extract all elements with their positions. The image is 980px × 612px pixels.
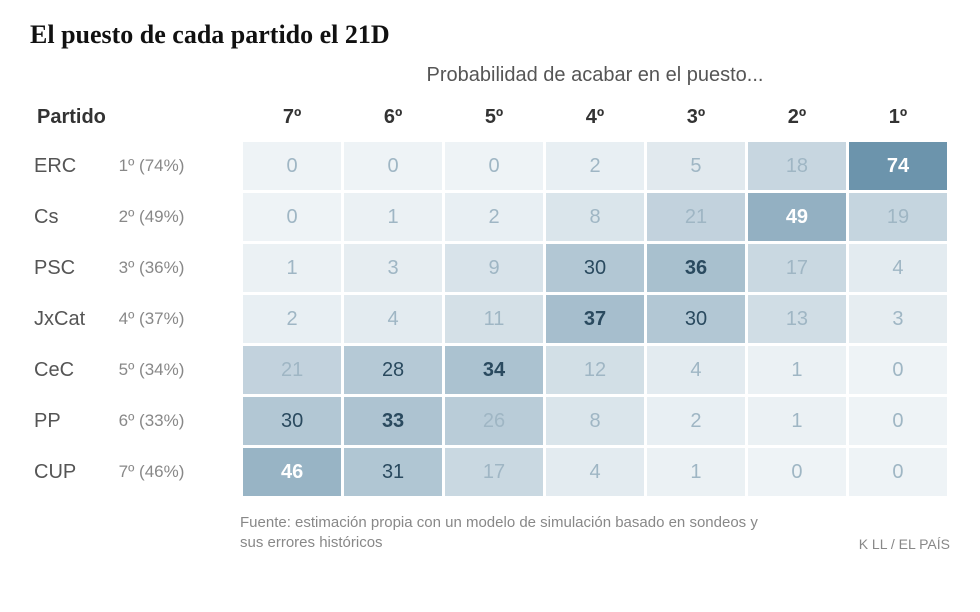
heatmap-cell: 1 bbox=[748, 346, 846, 394]
header-col-3: 5º bbox=[445, 100, 543, 139]
heatmap-cell: 8 bbox=[546, 193, 644, 241]
heatmap-cell: 21 bbox=[647, 193, 745, 241]
heatmap-cell: 9 bbox=[445, 244, 543, 292]
header-col-1: 7º bbox=[243, 100, 341, 139]
heatmap-cell: 30 bbox=[243, 397, 341, 445]
heatmap-cell: 2 bbox=[647, 397, 745, 445]
header-partido: Partido bbox=[33, 100, 240, 139]
heatmap-cell: 11 bbox=[445, 295, 543, 343]
heatmap-cell: 12 bbox=[546, 346, 644, 394]
heatmap-cell: 3 bbox=[344, 244, 442, 292]
heatmap-table: Partido 7º6º5º4º3º2º1º ERC1º (74%)000251… bbox=[30, 97, 950, 499]
table-row: CeC5º (34%)21283412410 bbox=[33, 346, 947, 394]
heatmap-cell: 2 bbox=[243, 295, 341, 343]
heatmap-cell: 33 bbox=[344, 397, 442, 445]
heatmap-cell: 0 bbox=[445, 142, 543, 190]
heatmap-cell: 4 bbox=[546, 448, 644, 496]
heatmap-cell: 0 bbox=[243, 193, 341, 241]
table-row: JxCat4º (37%)24113730133 bbox=[33, 295, 947, 343]
heatmap-cell: 46 bbox=[243, 448, 341, 496]
party-summary: 3º (36%) bbox=[118, 244, 240, 292]
heatmap-cell: 4 bbox=[647, 346, 745, 394]
header-col-4: 4º bbox=[546, 100, 644, 139]
heatmap-cell: 36 bbox=[647, 244, 745, 292]
heatmap-cell: 18 bbox=[748, 142, 846, 190]
table-row: PP6º (33%)3033268210 bbox=[33, 397, 947, 445]
credit: K LL / EL PAÍS bbox=[859, 536, 950, 552]
table-row: Cs2º (49%)0128214919 bbox=[33, 193, 947, 241]
chart-title: El puesto de cada partido el 21D bbox=[30, 20, 950, 50]
party-name: CeC bbox=[33, 346, 115, 394]
heatmap-cell: 30 bbox=[546, 244, 644, 292]
header-col-7: 1º bbox=[849, 100, 947, 139]
party-name: Cs bbox=[33, 193, 115, 241]
table-row: CUP7º (46%)4631174100 bbox=[33, 448, 947, 496]
heatmap-cell: 17 bbox=[445, 448, 543, 496]
party-name: JxCat bbox=[33, 295, 115, 343]
chart-subtitle: Probabilidad de acabar en el puesto... bbox=[240, 64, 950, 87]
table-row: PSC3º (36%)1393036174 bbox=[33, 244, 947, 292]
party-name: CUP bbox=[33, 448, 115, 496]
heatmap-cell: 4 bbox=[344, 295, 442, 343]
party-summary: 2º (49%) bbox=[118, 193, 240, 241]
heatmap-cell: 13 bbox=[748, 295, 846, 343]
heatmap-cell: 74 bbox=[849, 142, 947, 190]
heatmap-cell: 31 bbox=[344, 448, 442, 496]
heatmap-cell: 37 bbox=[546, 295, 644, 343]
party-name: ERC bbox=[33, 142, 115, 190]
header-col-6: 2º bbox=[748, 100, 846, 139]
heatmap-cell: 19 bbox=[849, 193, 947, 241]
party-summary: 4º (37%) bbox=[118, 295, 240, 343]
heatmap-cell: 2 bbox=[546, 142, 644, 190]
party-summary: 7º (46%) bbox=[118, 448, 240, 496]
party-name: PP bbox=[33, 397, 115, 445]
heatmap-cell: 30 bbox=[647, 295, 745, 343]
heatmap-cell: 3 bbox=[849, 295, 947, 343]
header-col-5: 3º bbox=[647, 100, 745, 139]
heatmap-cell: 21 bbox=[243, 346, 341, 394]
party-summary: 1º (74%) bbox=[118, 142, 240, 190]
heatmap-cell: 49 bbox=[748, 193, 846, 241]
heatmap-cell: 1 bbox=[647, 448, 745, 496]
heatmap-cell: 0 bbox=[849, 397, 947, 445]
party-summary: 5º (34%) bbox=[118, 346, 240, 394]
heatmap-cell: 1 bbox=[748, 397, 846, 445]
heatmap-cell: 1 bbox=[344, 193, 442, 241]
heatmap-cell: 0 bbox=[748, 448, 846, 496]
party-summary: 6º (33%) bbox=[118, 397, 240, 445]
source-note: Fuente: estimación propia con un modelo … bbox=[240, 513, 760, 554]
table-row: ERC1º (74%)000251874 bbox=[33, 142, 947, 190]
heatmap-cell: 34 bbox=[445, 346, 543, 394]
party-name: PSC bbox=[33, 244, 115, 292]
heatmap-cell: 4 bbox=[849, 244, 947, 292]
heatmap-cell: 0 bbox=[344, 142, 442, 190]
heatmap-cell: 5 bbox=[647, 142, 745, 190]
heatmap-cell: 28 bbox=[344, 346, 442, 394]
header-col-2: 6º bbox=[344, 100, 442, 139]
heatmap-cell: 1 bbox=[243, 244, 341, 292]
heatmap-cell: 8 bbox=[546, 397, 644, 445]
heatmap-cell: 0 bbox=[243, 142, 341, 190]
heatmap-cell: 0 bbox=[849, 346, 947, 394]
heatmap-cell: 26 bbox=[445, 397, 543, 445]
heatmap-cell: 2 bbox=[445, 193, 543, 241]
heatmap-cell: 0 bbox=[849, 448, 947, 496]
heatmap-cell: 17 bbox=[748, 244, 846, 292]
